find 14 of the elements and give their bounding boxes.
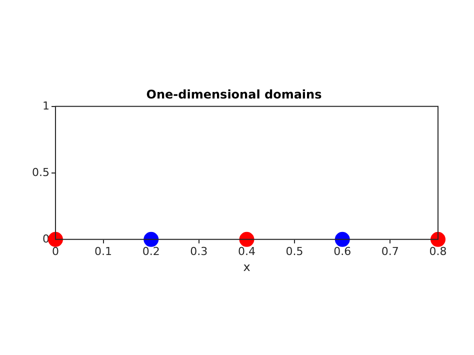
x-tick-label: 0.1 bbox=[94, 244, 112, 258]
x-tick-label: 0.7 bbox=[381, 244, 399, 258]
y-tick-label: 0 bbox=[42, 232, 50, 246]
x-tick-label: 0.2 bbox=[142, 244, 160, 258]
x-tick-label: 0.6 bbox=[334, 244, 352, 258]
y-tick-label: 0.5 bbox=[32, 166, 50, 179]
x-tick-label: 0.4 bbox=[238, 244, 256, 258]
x-tick-label: 0 bbox=[52, 244, 59, 258]
chart-title: One-dimensional domains bbox=[146, 87, 322, 102]
y-tick-label: 1 bbox=[42, 99, 50, 112]
x-axis-title: x bbox=[243, 260, 250, 274]
x-tick-label: 0.3 bbox=[190, 244, 208, 258]
x-tick-label: 0.5 bbox=[286, 244, 304, 258]
x-tick-label: 0.8 bbox=[429, 244, 447, 258]
